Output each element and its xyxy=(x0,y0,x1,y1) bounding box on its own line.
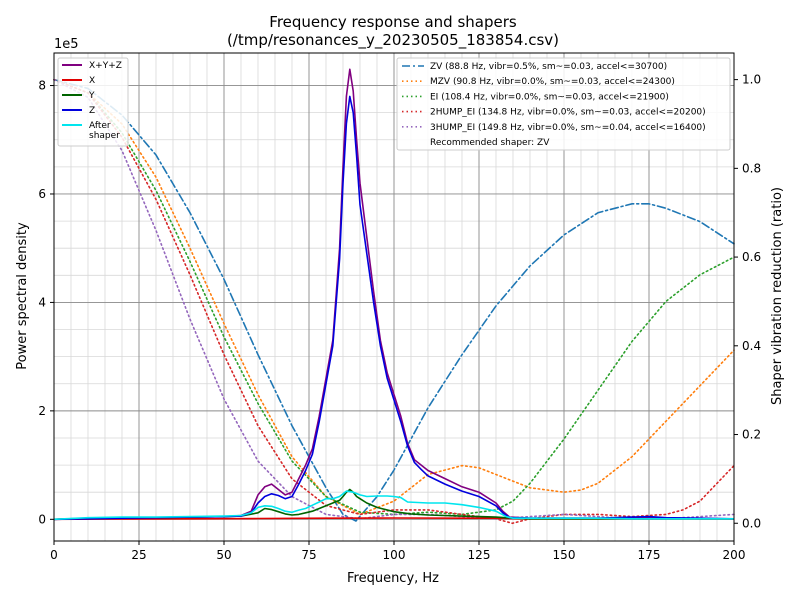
psd-line-x-y-z xyxy=(53,68,734,521)
x-tick-label: 75 xyxy=(301,548,316,562)
shaper-line-zv xyxy=(53,78,735,522)
legend-right-label: ZV (88.8 Hz, vibr=0.5%, sm~=0.03, accel<… xyxy=(430,62,667,72)
x-tick-label: 50 xyxy=(216,548,231,562)
chart-title: Frequency response and shapers xyxy=(269,13,517,31)
axes: 0 25 50 75 100 125 150 175 200 0 2 4 6 8 0.0 0.2 0.4 0.6 0… xyxy=(38,73,761,562)
psd-line-after xyxy=(53,490,734,521)
shaper-line-2hump_ei xyxy=(53,78,735,525)
y-axis-label: Power spectral density xyxy=(15,222,30,370)
legend-left-label: X xyxy=(89,76,95,86)
x-tick-label: 25 xyxy=(131,548,146,562)
legend-right-label: 3HUMP_EI (149.8 Hz, vibr=0.0%, sm~=0.04,… xyxy=(430,123,706,133)
y-tick-label: 4 xyxy=(38,295,46,309)
y2-tick-label: 0.2 xyxy=(742,428,761,442)
y-tick-label: 2 xyxy=(38,404,46,418)
legend-left-label: Z xyxy=(89,106,95,116)
legend-left-label: After xyxy=(89,121,111,131)
x-tick-label: 200 xyxy=(723,548,746,562)
legend-left-label: shaper xyxy=(89,131,120,141)
x-tick-label: 150 xyxy=(553,548,576,562)
y-tick-label: 6 xyxy=(38,187,46,201)
series xyxy=(53,68,735,525)
legend-right-box xyxy=(396,57,731,151)
shaper-line-ei xyxy=(53,78,735,516)
legend-right-label: 2HUMP_EI (134.8 Hz, vibr=0.0%, sm~=0.03,… xyxy=(430,108,706,118)
x-tick-label: 175 xyxy=(638,548,661,562)
y2-tick-label: 0.4 xyxy=(742,339,761,353)
legend-left-label: X+Y+Z xyxy=(89,61,122,71)
y2-axis-label: Shaper vibration reduction (ratio) xyxy=(770,187,785,405)
y-tick-label: 8 xyxy=(38,79,46,93)
y-offset-label: 1e5 xyxy=(54,37,79,52)
x-tick-label: 0 xyxy=(50,548,58,562)
x-tick-label: 100 xyxy=(383,548,406,562)
legend-right: ZV (88.8 Hz, vibr=0.5%, sm~=0.03, accel<… xyxy=(396,57,731,151)
y2-tick-label: 0.0 xyxy=(742,516,761,530)
y2-tick-label: 0.8 xyxy=(742,161,761,175)
x-axis-label: Frequency, Hz xyxy=(347,571,439,586)
legend-right-label: EI (108.4 Hz, vibr=0.0%, sm~=0.03, accel… xyxy=(430,92,669,102)
legend-left-label: Y xyxy=(88,91,95,101)
y2-tick-label: 1.0 xyxy=(742,73,761,87)
legend-right-label: MZV (90.8 Hz, vibr=0.0%, sm~=0.03, accel… xyxy=(430,77,675,87)
recommended-shaper-label: Recommended shaper: ZV xyxy=(430,138,550,148)
shaper-line-mzv xyxy=(53,78,735,516)
x-tick-label: 125 xyxy=(468,548,491,562)
y2-tick-label: 0.6 xyxy=(742,250,761,264)
y-tick-label: 0 xyxy=(38,512,46,526)
chart-subtitle: (/tmp/resonances_y_20230505_183854.csv) xyxy=(227,31,559,50)
